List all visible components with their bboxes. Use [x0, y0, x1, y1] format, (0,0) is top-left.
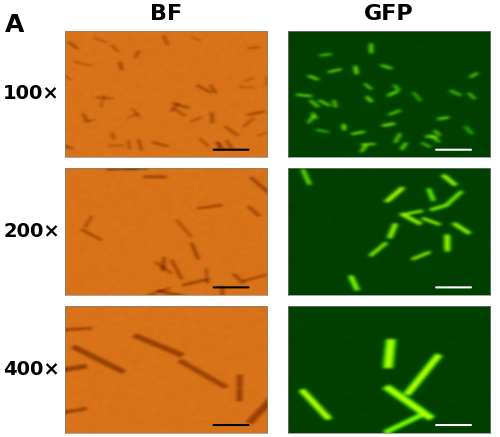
Text: 200×: 200×	[4, 222, 60, 241]
Text: BF: BF	[150, 4, 182, 24]
Text: 400×: 400×	[4, 360, 60, 379]
Text: A: A	[5, 13, 24, 37]
Text: 100×: 100×	[4, 84, 60, 104]
Text: GFP: GFP	[364, 4, 414, 24]
